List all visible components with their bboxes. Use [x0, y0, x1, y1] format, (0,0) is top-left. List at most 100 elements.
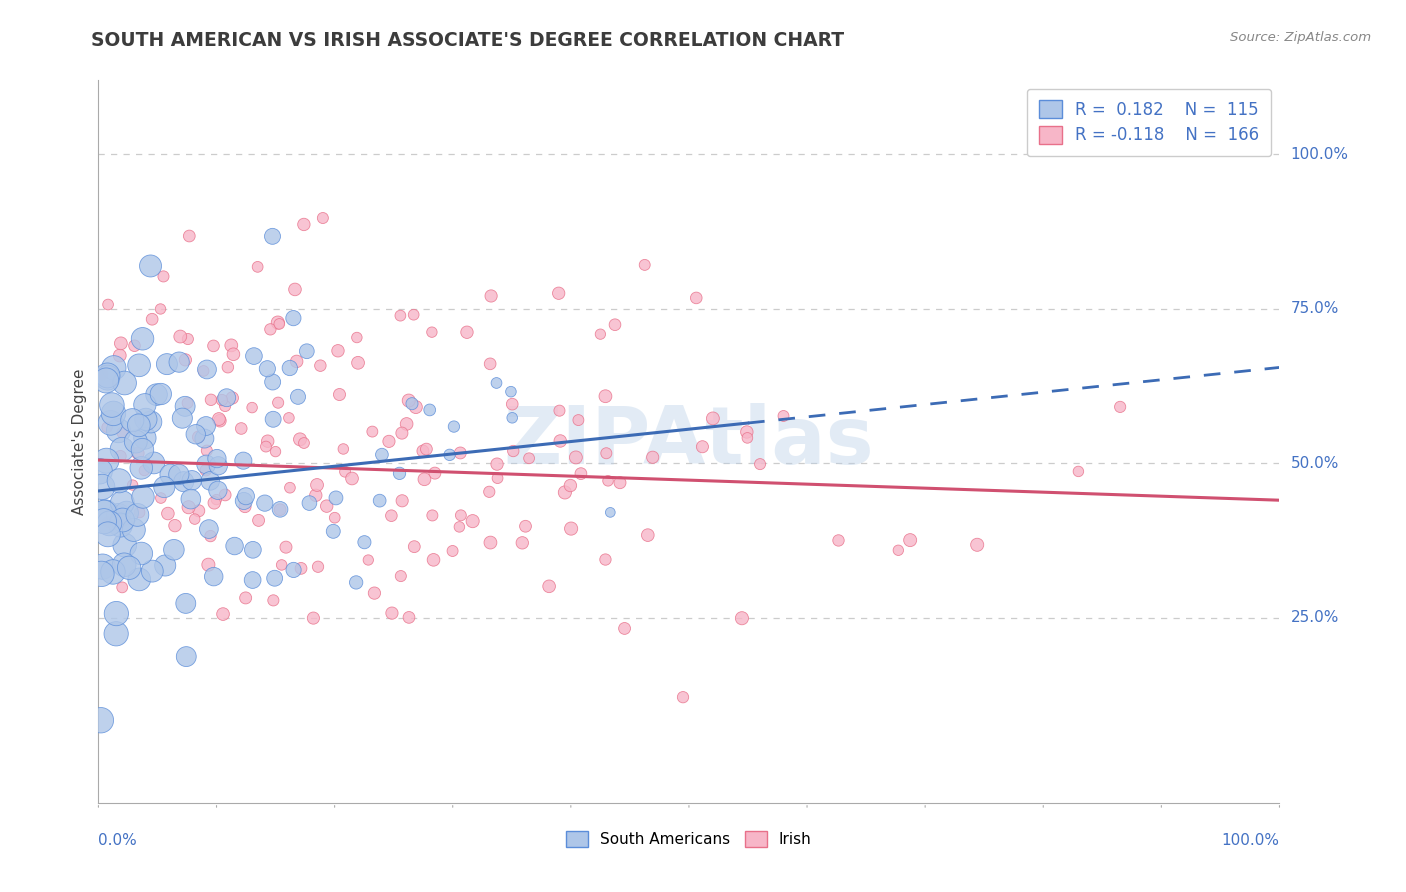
Point — [262, 593, 284, 607]
Point — [131, 547, 153, 561]
Point — [749, 457, 772, 471]
Point — [114, 538, 136, 552]
Point — [332, 442, 354, 456]
Point — [439, 448, 461, 462]
Point — [159, 467, 181, 482]
Point — [124, 339, 146, 353]
Point — [371, 448, 394, 462]
Point — [96, 374, 118, 388]
Text: 75.0%: 75.0% — [1291, 301, 1339, 317]
Point — [672, 690, 695, 705]
Point — [207, 458, 229, 473]
Point — [205, 451, 228, 466]
Point — [91, 367, 114, 381]
Point — [224, 539, 246, 553]
Point — [305, 488, 328, 502]
Point — [486, 471, 509, 485]
Point — [479, 289, 502, 303]
Point — [259, 322, 281, 336]
Point — [221, 391, 243, 405]
Point — [128, 359, 150, 373]
Point — [155, 558, 177, 573]
Point — [298, 496, 321, 510]
Point — [97, 370, 120, 384]
Point — [595, 446, 617, 460]
Point — [456, 325, 478, 339]
Point — [169, 329, 191, 343]
Point — [163, 542, 186, 557]
Point — [96, 368, 118, 383]
Point — [479, 535, 502, 549]
Point — [149, 387, 172, 401]
Point — [391, 426, 413, 441]
Point — [295, 344, 318, 359]
Point — [554, 485, 576, 500]
Point — [200, 392, 222, 407]
Point — [449, 520, 471, 534]
Point — [613, 622, 636, 636]
Point — [548, 403, 571, 417]
Point — [110, 518, 132, 533]
Point — [517, 451, 540, 466]
Text: 25.0%: 25.0% — [1291, 610, 1339, 625]
Point — [101, 398, 124, 412]
Point — [515, 519, 537, 533]
Point — [127, 508, 149, 522]
Point — [128, 573, 150, 587]
Point — [501, 410, 523, 425]
Point — [323, 510, 346, 524]
Point — [346, 330, 368, 344]
Point — [253, 496, 276, 510]
Point — [254, 440, 277, 454]
Point — [90, 713, 112, 727]
Point — [422, 508, 444, 523]
Point — [167, 467, 190, 482]
Point — [267, 395, 290, 409]
Point — [478, 484, 501, 499]
Point — [772, 409, 794, 423]
Point — [277, 410, 299, 425]
Point — [389, 309, 412, 323]
Point — [347, 356, 370, 370]
Point — [302, 611, 325, 625]
Point — [195, 443, 218, 458]
Point — [486, 457, 509, 471]
Point — [398, 610, 420, 624]
Point — [221, 338, 243, 352]
Point — [287, 390, 309, 404]
Point — [567, 413, 589, 427]
Point — [149, 301, 172, 316]
Point — [198, 522, 221, 536]
Point — [589, 327, 612, 342]
Point — [91, 480, 114, 494]
Point — [405, 400, 427, 414]
Point — [127, 446, 149, 460]
Point — [263, 571, 285, 585]
Point — [595, 389, 617, 403]
Text: 100.0%: 100.0% — [1291, 147, 1348, 161]
Point — [391, 493, 413, 508]
Point — [501, 397, 523, 411]
Point — [1109, 400, 1132, 414]
Point — [340, 471, 363, 485]
Point — [290, 561, 312, 575]
Point — [118, 561, 141, 575]
Point — [378, 434, 401, 449]
Point — [111, 496, 134, 510]
Point — [174, 400, 197, 414]
Point — [212, 607, 235, 621]
Point — [441, 544, 464, 558]
Point — [105, 607, 128, 621]
Point — [233, 500, 256, 514]
Point — [111, 425, 134, 440]
Point — [887, 543, 910, 558]
Point — [96, 454, 118, 468]
Point — [344, 575, 367, 590]
Point — [177, 332, 200, 346]
Point — [246, 260, 269, 274]
Point — [193, 432, 215, 446]
Point — [121, 478, 143, 492]
Point — [353, 535, 375, 549]
Point — [325, 491, 347, 505]
Point — [423, 466, 446, 480]
